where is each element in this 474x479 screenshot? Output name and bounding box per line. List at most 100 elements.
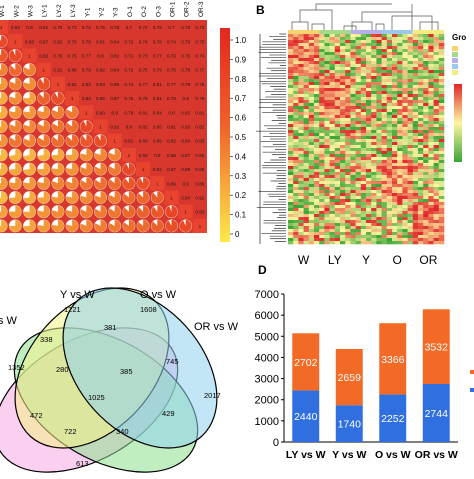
correlation-value: 0.7 <box>126 25 133 30</box>
heatmap-cell <box>288 163 294 167</box>
diagonal-cell <box>79 105 94 120</box>
correlation-pie <box>23 63 36 76</box>
heatmap-cell <box>308 229 315 233</box>
heatmap-cell <box>381 166 388 170</box>
heatmap-cell <box>350 169 356 173</box>
heatmap-cell <box>293 70 299 74</box>
correlation-value: 0.83 <box>181 125 190 130</box>
correlation-value: 0.79 <box>153 68 162 73</box>
heatmap-cell <box>386 232 393 236</box>
correlation-value: 0.85 <box>195 153 204 158</box>
heatmap-cell <box>298 160 304 164</box>
heatmap-cell <box>412 109 419 113</box>
heatmap-cell <box>381 58 388 62</box>
correlation-value: 0.84 <box>96 82 105 87</box>
heatmap-cell <box>329 160 336 164</box>
heatmap-cell <box>371 121 377 125</box>
heatmap-cell <box>433 40 440 44</box>
heatmap-cell <box>308 160 315 164</box>
heatmap-cell <box>397 136 403 140</box>
heatmap-cell <box>324 91 330 95</box>
heatmap-cell <box>376 199 382 203</box>
heatmap-cell <box>360 205 367 209</box>
colorbar-tick-label: 0.7 <box>235 94 247 103</box>
heatmap-cell <box>308 208 315 212</box>
heatmap-cell <box>293 115 299 119</box>
heatmap-cell <box>360 88 367 92</box>
heatmap-cell <box>407 127 414 131</box>
heatmap-cell <box>293 127 299 131</box>
correlation-value: 0.9 <box>26 25 33 30</box>
correlation-pie <box>37 205 50 218</box>
heatmap-cell <box>298 112 304 116</box>
heatmap-cell <box>376 37 382 41</box>
heatmap-cell <box>381 103 388 107</box>
heatmap-cell <box>418 148 424 152</box>
heatmap-cell <box>314 229 320 233</box>
heatmap-cell <box>371 85 377 89</box>
heatmap-cell <box>288 124 294 128</box>
bar-segment <box>292 333 320 391</box>
heatmap-cell <box>428 241 434 245</box>
heatmap-cell <box>288 109 294 113</box>
heatmap-cell <box>288 103 294 107</box>
correlation-pie <box>37 134 50 147</box>
heatmap-cell <box>303 88 310 92</box>
heatmap-cell <box>407 79 414 83</box>
heatmap-cell <box>402 220 408 224</box>
heatmap-cell <box>428 145 434 149</box>
heatmap-cell <box>324 73 330 77</box>
heatmap-cell <box>340 211 346 215</box>
heatmap-cell <box>433 217 440 221</box>
heatmap-cell <box>334 73 341 77</box>
heatmap-cell <box>381 199 388 203</box>
heatmap-cell <box>319 127 325 131</box>
heatmap-cell <box>350 106 356 110</box>
heatmap-cell <box>288 178 294 182</box>
x-tick-label: LY vs W <box>286 449 326 461</box>
heatmap-cell <box>366 148 372 152</box>
heatmap-cell <box>376 49 382 53</box>
heatmap-cell <box>402 133 408 137</box>
heatmap-cell <box>355 40 362 44</box>
sample-label: OR-2 <box>184 1 191 17</box>
heatmap-cell <box>386 151 393 155</box>
heatmap-cell <box>407 82 414 86</box>
heatmap-cell <box>438 232 445 236</box>
heatmap-cell <box>314 166 320 170</box>
heatmap-cell <box>324 166 330 170</box>
diagonal-cell <box>150 176 165 191</box>
heatmap-cell <box>428 118 434 122</box>
heatmap-cell <box>418 223 424 227</box>
heatmap-cell <box>407 214 414 218</box>
heatmap-cell <box>329 91 336 95</box>
heatmap-cell <box>288 55 294 59</box>
row-dendrogram <box>256 33 286 244</box>
heatmap-cell <box>371 211 377 215</box>
heatmap-cell <box>355 217 362 221</box>
heatmap-cell <box>288 235 294 239</box>
heatmap-cell <box>402 169 408 173</box>
heatmap-cell <box>412 196 419 200</box>
bar-segment <box>379 323 407 395</box>
correlation-value: 0.71 <box>124 54 133 59</box>
heatmap-cell <box>418 205 424 209</box>
heatmap-cell <box>412 106 419 110</box>
heatmap-cell <box>329 136 336 140</box>
heatmap-cell <box>402 202 408 206</box>
heatmap-cell <box>324 130 330 134</box>
heatmap-cell <box>314 109 320 113</box>
heatmap-cell <box>350 184 356 188</box>
heatmap-cell <box>428 157 434 161</box>
heatmap-cell <box>350 205 356 209</box>
heatmap-cell <box>423 205 429 209</box>
heatmap-cell <box>314 70 320 74</box>
correlation-value: 0.86 <box>153 139 162 144</box>
heatmap-cell <box>345 124 351 128</box>
heatmap-cell <box>298 97 304 101</box>
heatmap-cell <box>407 43 414 47</box>
heatmap-cell <box>350 202 356 206</box>
heatmap-cell <box>407 97 414 101</box>
bar-segment <box>292 390 320 442</box>
